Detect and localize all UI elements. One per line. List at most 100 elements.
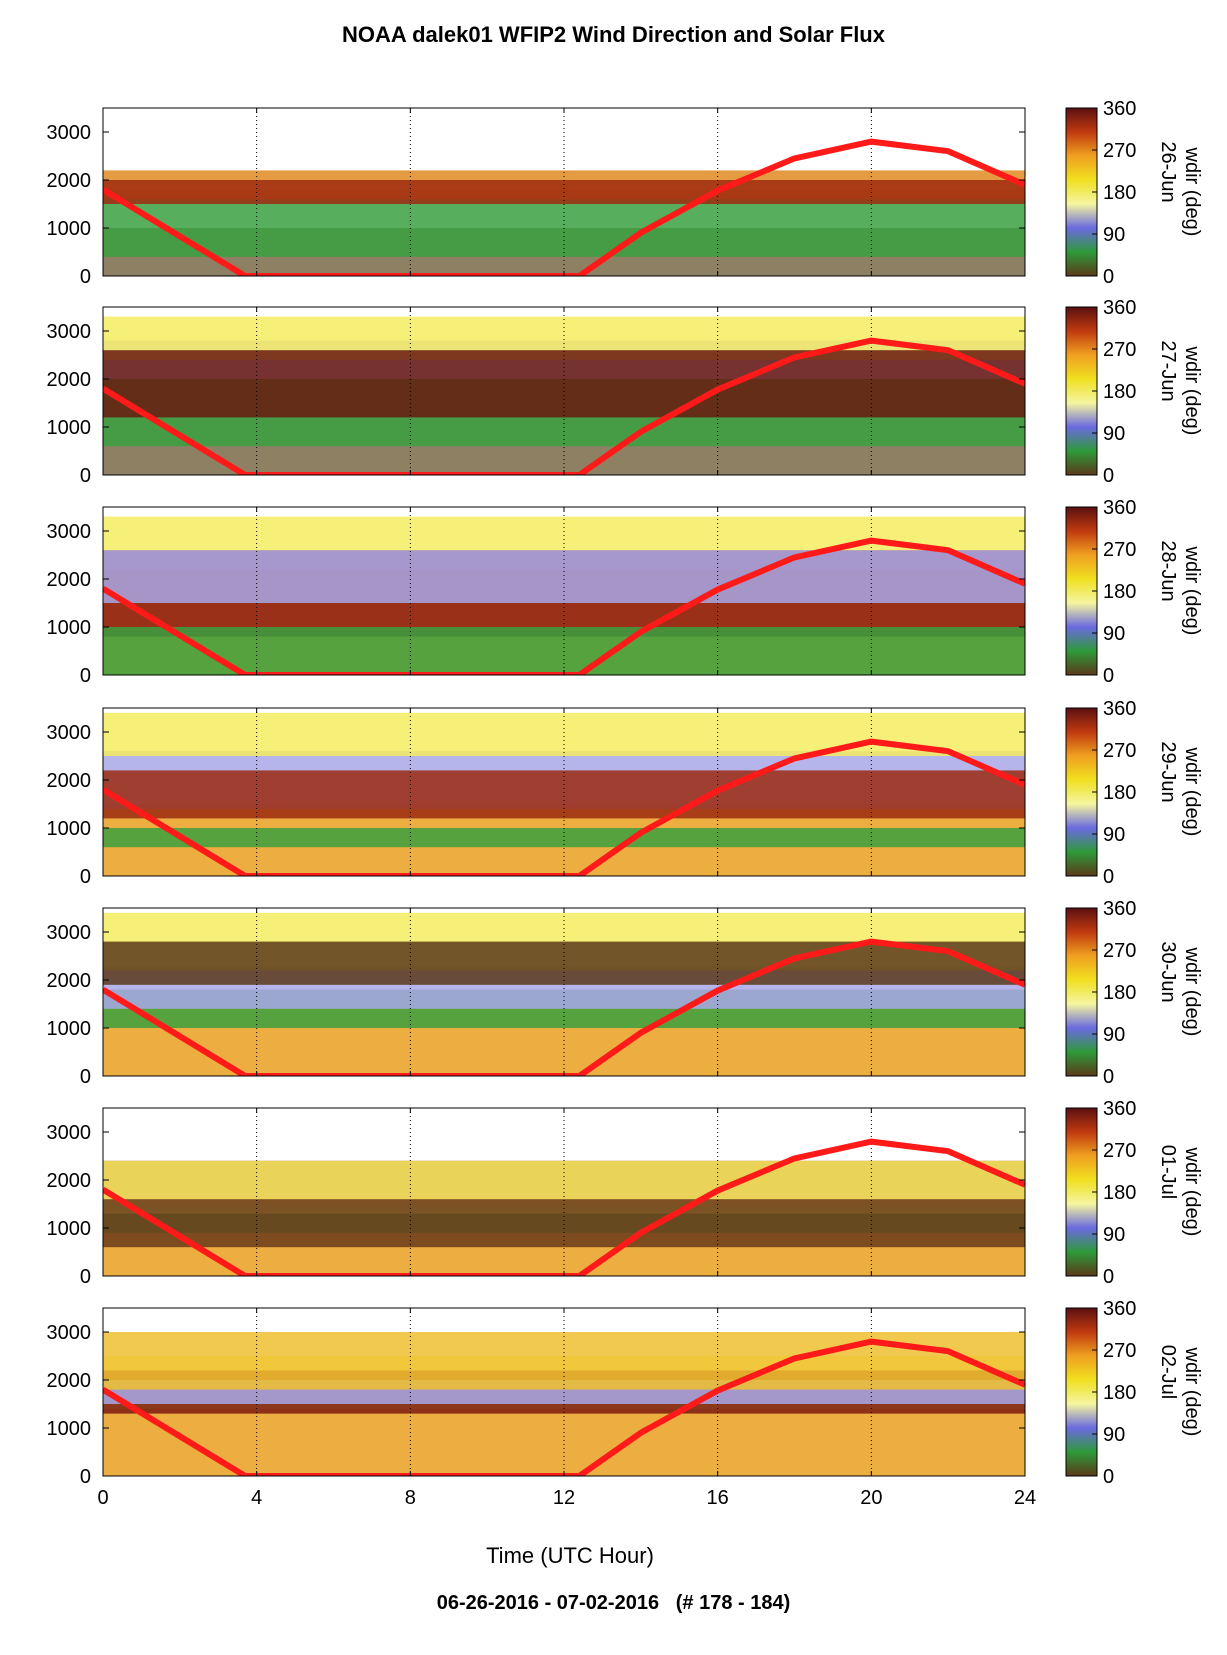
colorbar-tick-label: 270	[1103, 539, 1136, 561]
y-tick-label: 2000	[47, 1370, 92, 1392]
y-tick-label: 0	[80, 465, 91, 487]
colorbar-tick-label: 0	[1103, 1266, 1114, 1288]
colorbar	[1065, 707, 1098, 877]
x-tick-label: 4	[251, 1487, 262, 1509]
heatmap-layers	[103, 1160, 1025, 1276]
y-tick-label: 0	[80, 1466, 91, 1488]
colorbar-tick-label: 90	[1103, 824, 1125, 846]
panel-date-label: 27-Jun	[1157, 340, 1179, 401]
y-tick-label: 3000	[47, 1122, 92, 1144]
panel-28-Jun: 0 1000 2000 3000 0 90 180 270 360 wdir (deg)28-Ju…	[47, 497, 1204, 687]
y-tick-label: 0	[80, 665, 91, 687]
x-tick-label: 12	[553, 1487, 575, 1509]
solar-flux-curve	[103, 337, 1025, 475]
y-tick-label: 2000	[47, 569, 92, 591]
panel-date-label: 29-Jun	[1157, 741, 1179, 802]
y-tick-label: 2000	[47, 770, 92, 792]
solar-flux-curve	[103, 938, 1025, 1076]
x-axis-label: Time (UTC Hour)	[486, 1543, 654, 1568]
solar-flux-curve	[103, 138, 1025, 276]
panel-29-Jun: 0 1000 2000 3000 0 90 180 270 360 wdir (deg)29-Ju…	[47, 698, 1204, 888]
solar-flux-curve	[103, 738, 1025, 876]
y-tick-label: 2000	[47, 1170, 92, 1192]
y-tick-label: 3000	[47, 122, 92, 144]
y-tick-label: 1000	[47, 218, 92, 240]
colorbar-tick-label: 0	[1103, 1466, 1114, 1488]
colorbar	[1065, 1307, 1098, 1477]
colorbar-tick-label: 270	[1103, 1140, 1136, 1162]
colorbar-tick-label: 180	[1103, 581, 1136, 603]
heatmap-band	[103, 712, 1025, 756]
colorbar-tick-label: 0	[1103, 266, 1114, 288]
solar-flux-curve	[103, 537, 1025, 675]
colorbar-tick-label: 360	[1103, 297, 1136, 319]
panel-date-label: 02-Jul	[1157, 1345, 1179, 1399]
heatmap-layers	[103, 712, 1025, 876]
colorbar-label: wdir (deg)	[1181, 1147, 1203, 1237]
colorbar	[1065, 907, 1098, 1077]
x-axis: 0 4 8 12 16 20 24	[97, 1487, 1036, 1509]
y-tick-label: 3000	[47, 321, 92, 343]
heatmap-band	[103, 1199, 1025, 1248]
colorbar-tick-label: 180	[1103, 782, 1136, 804]
colorbar-label: wdir (deg)	[1181, 947, 1203, 1037]
x-tick-label: 24	[1014, 1487, 1036, 1509]
panel-30-Jun: 0 1000 2000 3000 0 90 180 270 360 wdir (deg)30-Ju…	[47, 898, 1204, 1088]
colorbar-tick-label: 360	[1103, 898, 1136, 920]
y-tick-label: 1000	[47, 1418, 92, 1440]
colorbar-tick-label: 360	[1103, 698, 1136, 720]
solar-flux-curve	[103, 1138, 1025, 1276]
colorbar-label: wdir (deg)	[1181, 1347, 1203, 1437]
colorbar-tick-label: 90	[1103, 1224, 1125, 1246]
colorbar-tick-label: 360	[1103, 1298, 1136, 1320]
y-tick-label: 0	[80, 1266, 91, 1288]
date-range-footer: 06-26-2016 - 07-02-2016 (# 178 - 184)	[436, 1592, 791, 1614]
y-tick-label: 2000	[47, 170, 92, 192]
y-tick-label: 1000	[47, 1218, 92, 1240]
x-tick-label: 16	[707, 1487, 729, 1509]
colorbar-tick-label: 90	[1103, 224, 1125, 246]
colorbar-tick-label: 270	[1103, 140, 1136, 162]
y-tick-label: 1000	[47, 417, 92, 439]
colorbar-tick-label: 90	[1103, 423, 1125, 445]
colorbar-tick-label: 90	[1103, 623, 1125, 645]
colorbar-tick-label: 180	[1103, 982, 1136, 1004]
y-tick-label: 3000	[47, 521, 92, 543]
heatmap-band	[103, 770, 1025, 819]
y-tick-label: 1000	[47, 818, 92, 840]
colorbar-tick-label: 360	[1103, 1098, 1136, 1120]
colorbar-tick-label: 360	[1103, 98, 1136, 120]
y-tick-label: 3000	[47, 722, 92, 744]
colorbar-tick-label: 180	[1103, 1182, 1136, 1204]
colorbar	[1065, 306, 1098, 476]
y-tick-label: 3000	[47, 1322, 92, 1344]
colorbar-tick-label: 0	[1103, 665, 1114, 687]
y-tick-label: 2000	[47, 369, 92, 391]
colorbar-tick-label: 0	[1103, 866, 1114, 888]
y-tick-label: 1000	[47, 1018, 92, 1040]
solar-flux-curve	[103, 1338, 1025, 1476]
colorbar-label: wdir (deg)	[1181, 546, 1203, 636]
y-tick-label: 0	[80, 266, 91, 288]
panel-26-Jun: 0 1000 2000 3000 0 90 180 270 360 wdir (deg)26-Ju…	[47, 98, 1204, 288]
colorbar-label: wdir (deg)	[1181, 147, 1203, 237]
colorbar-label: wdir (deg)	[1181, 747, 1203, 837]
panel-01-Jul: 0 1000 2000 3000 0 90 180 270 360 wdir (deg)01-Ju…	[47, 1098, 1204, 1288]
y-tick-label: 3000	[47, 922, 92, 944]
panel-date-label: 30-Jun	[1157, 941, 1179, 1002]
colorbar	[1065, 506, 1098, 676]
y-tick-label: 0	[80, 866, 91, 888]
y-tick-label: 1000	[47, 617, 92, 639]
heatmap-band	[103, 516, 1025, 551]
panel-27-Jun: 0 1000 2000 3000 0 90 180 270 360 wdir (deg)27-Ju…	[47, 297, 1204, 487]
x-tick-label: 8	[405, 1487, 416, 1509]
panel-02-Jul: 0 1000 2000 3000 0 90 180 270 360 wdir (deg)02-Ju…	[47, 1298, 1204, 1488]
colorbar-tick-label: 180	[1103, 182, 1136, 204]
panel-date-label: 01-Jul	[1157, 1145, 1179, 1199]
colorbar	[1065, 107, 1098, 277]
colorbar-tick-label: 270	[1103, 940, 1136, 962]
y-tick-label: 0	[80, 1066, 91, 1088]
panel-date-label: 26-Jun	[1157, 141, 1179, 202]
